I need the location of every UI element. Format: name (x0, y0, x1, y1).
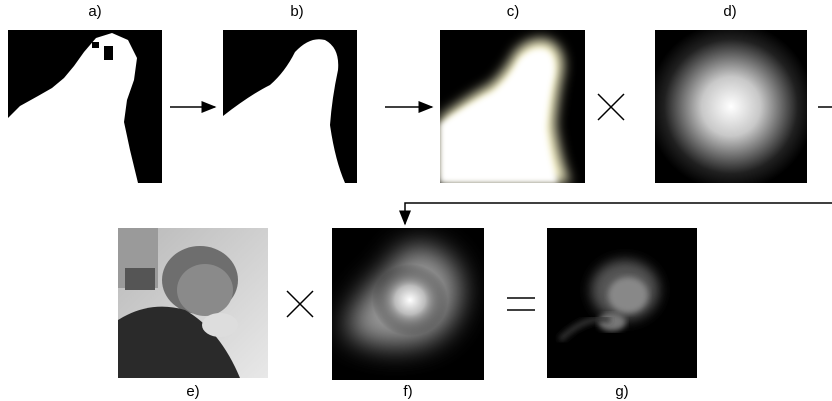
equals-sign (507, 298, 535, 310)
times-sign (598, 94, 624, 120)
panel-label: g) (615, 383, 628, 400)
mask-hole (104, 46, 113, 60)
weight-core (372, 264, 448, 336)
panel-label: b) (290, 3, 303, 20)
panel-label: e) (186, 383, 199, 400)
panel-label: c) (507, 3, 520, 20)
mask-hole (92, 42, 99, 48)
panel-label: f) (403, 383, 412, 400)
times-sign (287, 291, 313, 317)
connector (405, 203, 832, 224)
panel-label: d) (723, 3, 736, 20)
panel-label: a) (88, 3, 101, 20)
figure: a) b) c) d) e) f) (0, 0, 832, 401)
page: a) b) c) d) e) f) (0, 0, 832, 401)
gaussian (655, 30, 807, 183)
